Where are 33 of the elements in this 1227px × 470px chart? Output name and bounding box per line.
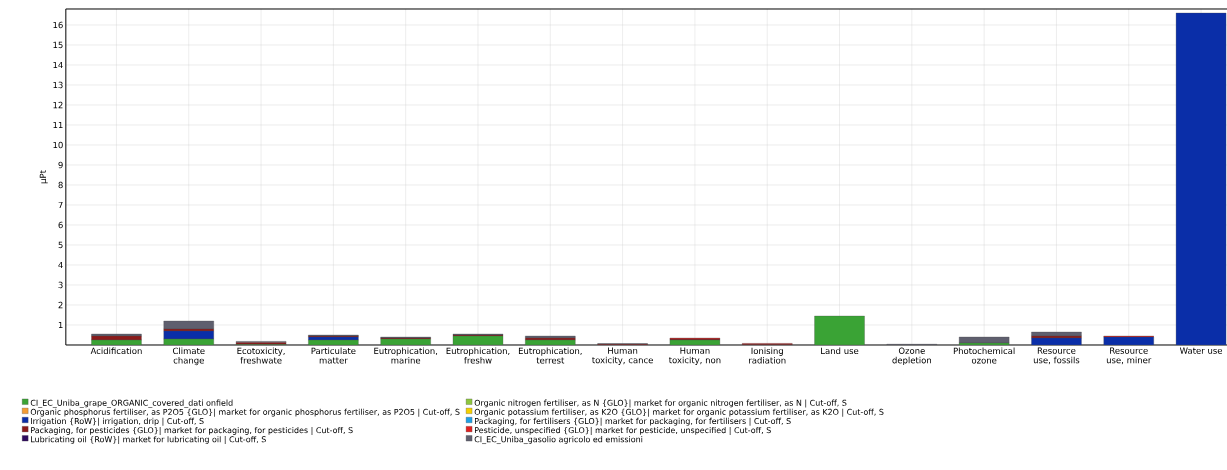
x-tick-label: Eutrophication, freshw xyxy=(446,347,510,364)
x-tick-label: Particulate matter xyxy=(311,347,356,364)
y-tick-label: 3 xyxy=(58,281,63,289)
x-tick-label: Human toxicity, cance xyxy=(592,347,653,365)
y-tick-label: 9 xyxy=(58,161,63,169)
y-tick-label: 14 xyxy=(53,61,63,69)
x-tick-label: Acidification xyxy=(90,347,142,355)
y-tick-label: 2 xyxy=(58,301,63,309)
x-tick-label: Resource use, miner xyxy=(1106,347,1152,365)
x-tick-label: Eutrophication, marine xyxy=(374,347,438,364)
y-tick-label: 5 xyxy=(58,241,63,249)
y-tick-label: 10 xyxy=(53,141,63,149)
y-axis-title: µPt xyxy=(39,170,48,184)
x-tick-label: Ecotoxicity, freshwate xyxy=(237,347,285,364)
y-tick-label: 11 xyxy=(53,121,63,129)
y-tick-label: 4 xyxy=(58,261,63,269)
y-tick-label: 13 xyxy=(53,81,63,89)
y-tick-label: 6 xyxy=(58,221,63,229)
x-tick-label: Ozone depletion xyxy=(892,347,931,366)
y-tick-label: 8 xyxy=(58,181,63,189)
y-tick-label: 7 xyxy=(58,201,63,209)
x-tick-label: Eutrophication, terrest xyxy=(518,347,582,364)
x-tick-label: Water use xyxy=(1179,347,1223,354)
y-tick-label: 12 xyxy=(53,101,63,109)
y-tick-label: 16 xyxy=(53,21,63,29)
x-tick-label: Resource use, fossils xyxy=(1033,347,1080,365)
x-tick-label: Ionising radiation xyxy=(749,347,786,364)
y-tick-label: 1 xyxy=(58,321,63,329)
x-tick-label: Photochemical ozone xyxy=(953,347,1015,364)
y-tick-label: 15 xyxy=(53,41,63,49)
x-tick-label: Human toxicity, non xyxy=(668,347,721,365)
x-tick-label: Climate change xyxy=(172,347,205,366)
x-tick-label: Land use xyxy=(821,347,859,355)
